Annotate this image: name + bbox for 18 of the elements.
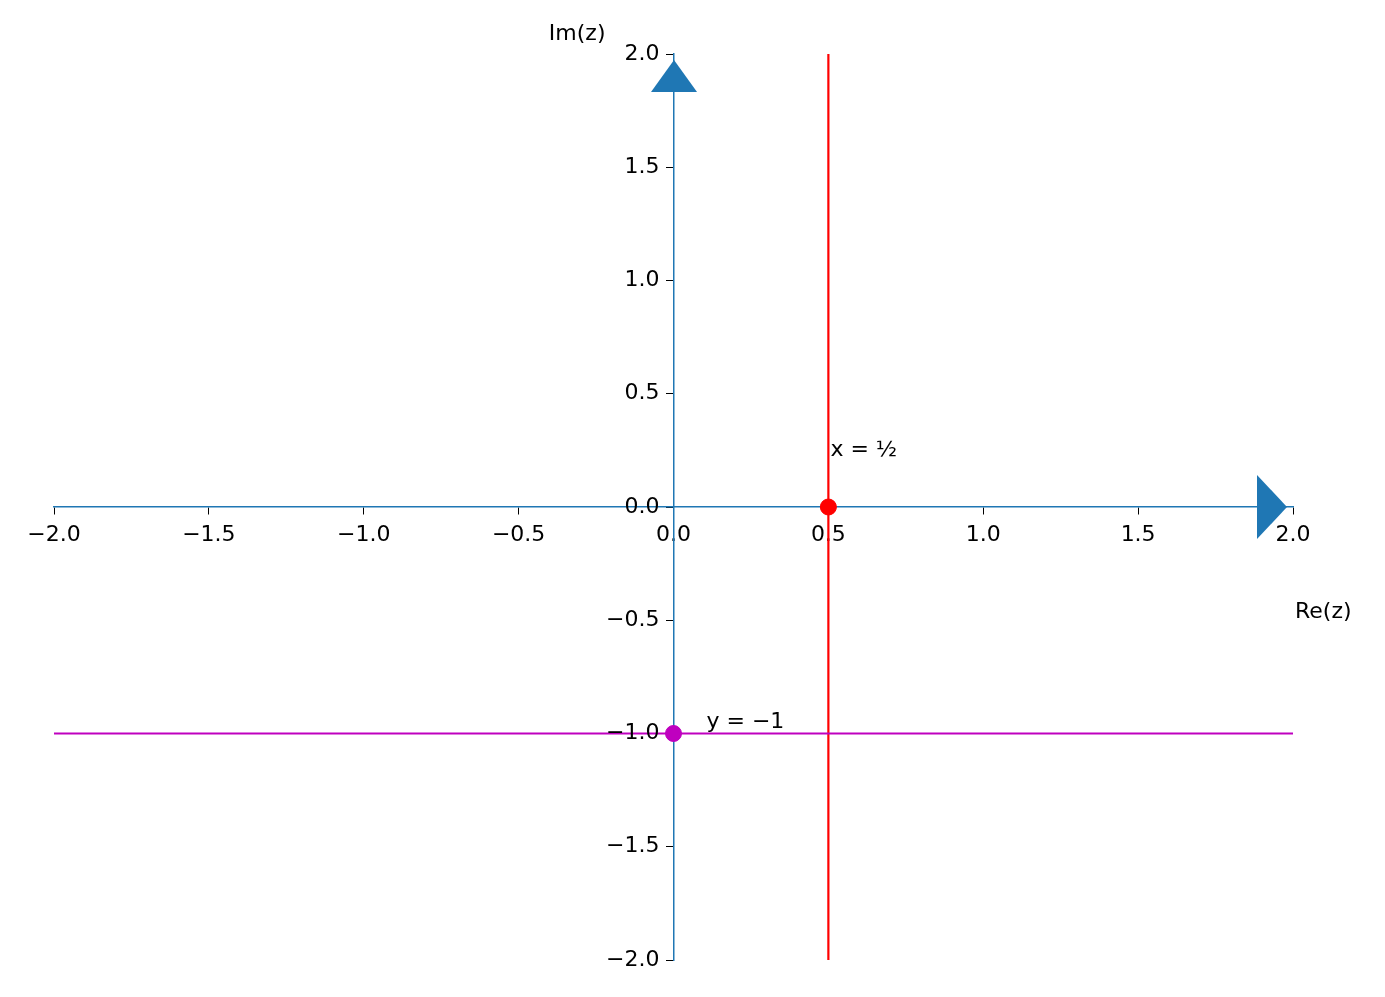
y-axis-title: Im(z) [548,19,606,45]
y-tick-label: −0.5 [606,605,660,631]
x-tick-label: −1.0 [337,520,391,546]
x-tick-label: −0.5 [491,520,546,546]
y-tick-label: 1.5 [624,152,660,178]
y-tick-label: −1.5 [606,832,660,858]
annotation: x = ½ [830,436,898,462]
annotation: y = −1 [706,708,785,734]
y-tick-label: 0.5 [624,379,660,405]
x-axis-title: Re(z) [1295,597,1352,623]
x-tick-label: −2.0 [27,520,81,546]
x-tick-label: 1.5 [1120,520,1156,546]
x-tick-label: 2.0 [1275,520,1311,546]
y-tick-label: −2.0 [606,945,660,971]
x-tick-label: 1.0 [965,520,1001,546]
y-tick-label: 2.0 [624,39,660,65]
x-tick-label: −1.5 [182,520,236,546]
y-tick-label: 1.0 [624,266,660,292]
